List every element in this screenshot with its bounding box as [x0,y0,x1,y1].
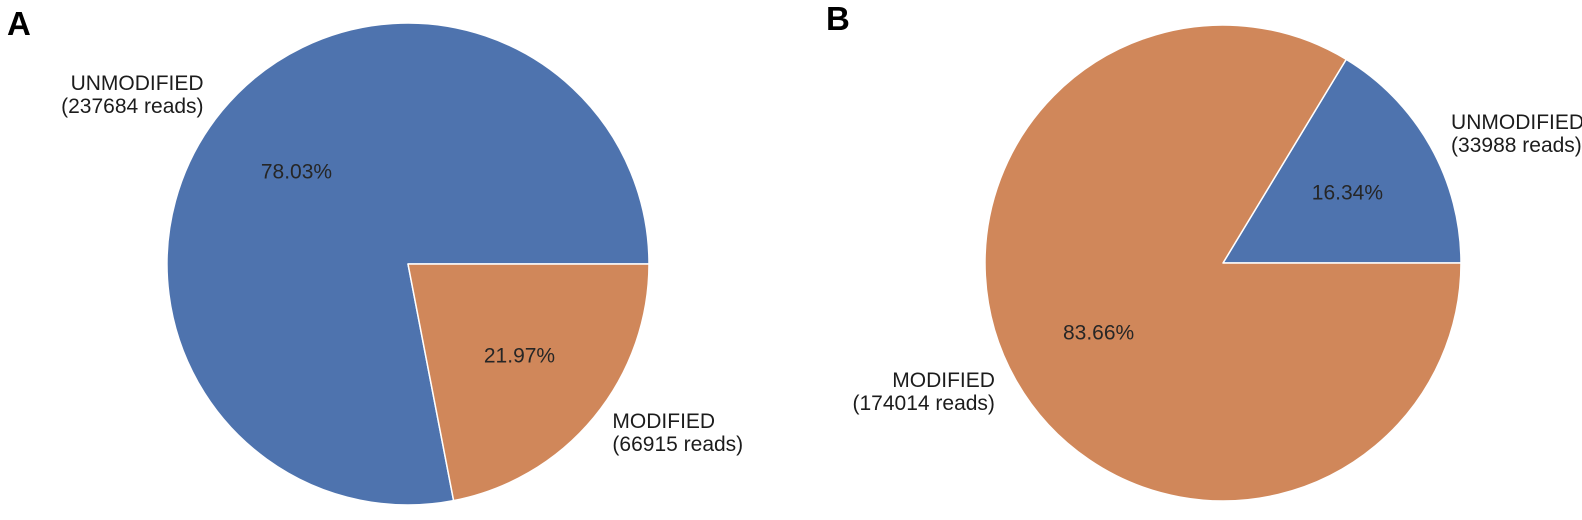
pie-slice-modified [407,263,650,502]
slice-name: MODIFIED [612,409,716,433]
slice-name: MODIFIED [892,368,995,392]
pie-b-label-modified: MODIFIED (174014 reads) [853,369,995,415]
pie-a-label-modified: MODIFIED (66915 reads) [612,410,743,456]
pie-slice-modified [984,24,1462,502]
pie-a-pct-modified: 21.97% [483,344,556,368]
slice-reads: (66915 reads) [612,432,744,456]
pie-a-pct-unmodified: 78.03% [260,160,333,184]
pie-b-label-unmodified: UNMODIFIED (33988 reads) [1451,111,1582,157]
pie-b-pct-unmodified: 16.34% [1311,181,1384,205]
pie-b-pct-modified: 83.66% [1062,321,1135,345]
slice-name: UNMODIFIED [70,72,204,96]
slice-reads: (174014 reads) [852,391,995,415]
panel-letter-a: A [7,5,31,42]
pie-a-label-unmodified: UNMODIFIED (237684 reads) [61,72,203,118]
slice-reads: (33988 reads) [1451,134,1582,158]
panel-letter-b: B [826,0,850,37]
pie-chart-a [166,22,650,506]
pie-chart-b [984,24,1462,502]
slice-name: UNMODIFIED [1451,111,1582,135]
pie-slice-unmodified [1222,58,1462,264]
slice-reads: (237684 reads) [61,95,204,119]
